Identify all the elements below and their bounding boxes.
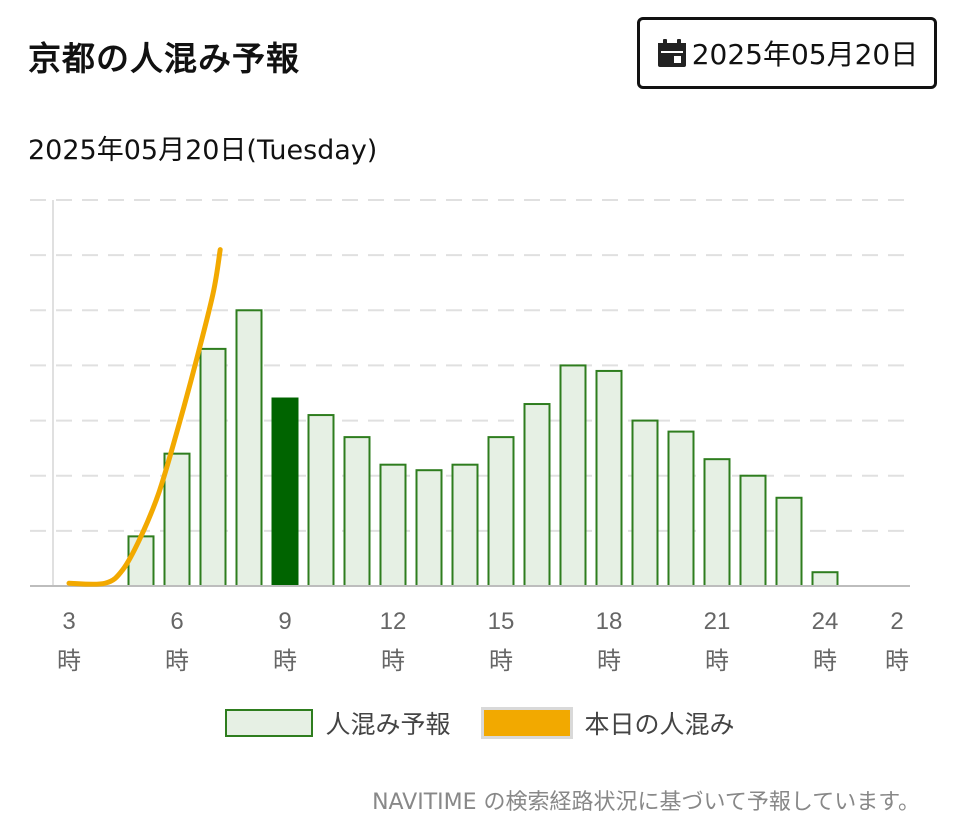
- legend-item-forecast[interactable]: 人混み予報: [225, 705, 451, 741]
- x-tick-label: 2: [890, 608, 903, 635]
- x-tick-label: 24: [812, 608, 839, 635]
- bar-forecast: [451, 463, 479, 587]
- bar-forecast: [703, 458, 731, 587]
- bar-forecast: [415, 469, 443, 588]
- bar-forecast: [739, 474, 767, 588]
- legend-swatch-today: [480, 707, 573, 739]
- page-title: 京都の人混み予報: [28, 39, 300, 78]
- x-tick-unit: 時: [705, 647, 729, 675]
- bar-forecast: [775, 496, 803, 587]
- x-tick-label: 21: [704, 608, 731, 635]
- x-tick-label: 3: [62, 608, 75, 635]
- bar-forecast: [631, 419, 659, 587]
- legend-label-today: 本日の人混み: [584, 710, 735, 739]
- bar-forecast: [307, 414, 335, 587]
- bar-current-hour: [271, 397, 299, 587]
- x-tick-unit: 時: [381, 647, 405, 675]
- bar-forecast: [199, 347, 227, 587]
- bar-forecast: [667, 430, 695, 587]
- bar-forecast: [127, 535, 155, 587]
- bar-forecast: [379, 463, 407, 587]
- bar-forecast: [559, 364, 587, 587]
- chart-date-subtitle: 2025年05月20日(Tuesday): [28, 135, 378, 166]
- x-tick-unit: 時: [273, 647, 297, 675]
- bar-forecast: [343, 436, 371, 587]
- legend-label-forecast: 人混み予報: [325, 710, 451, 739]
- x-tick-unit: 時: [597, 647, 621, 675]
- legend-item-today[interactable]: 本日の人混み: [480, 705, 735, 741]
- bar-forecast: [595, 369, 623, 587]
- x-tick-unit: 時: [813, 647, 837, 675]
- date-picker-label: 2025年05月20日: [691, 38, 919, 71]
- bar-forecast: [487, 436, 515, 587]
- bar-forecast: [523, 403, 551, 587]
- chart-legend: 人混み予報 本日の人混み: [0, 705, 960, 741]
- x-tick-label: 9: [278, 608, 291, 635]
- x-tick-label: 12: [380, 608, 407, 635]
- x-tick-unit: 時: [885, 647, 909, 675]
- bar-forecast: [811, 571, 839, 588]
- x-tick-label: 6: [170, 608, 183, 635]
- x-tick-label: 18: [596, 608, 623, 635]
- legend-swatch-forecast: [225, 709, 314, 737]
- date-picker-button[interactable]: 2025年05月20日: [637, 17, 937, 89]
- x-tick-unit: 時: [57, 647, 81, 675]
- crowd-forecast-chart: 3 時 6 時 9 時 12 時 15 時 18 時 21 時 24 時 2 時: [30, 199, 910, 675]
- x-tick-unit: 時: [489, 647, 513, 675]
- footnote: NAVITIME の検索経路状況に基づいて予報しています。: [372, 790, 920, 815]
- x-tick-label: 15: [488, 608, 515, 635]
- today-crowd-line: [66, 247, 223, 587]
- bar-forecast: [163, 452, 191, 587]
- bar-forecast: [235, 309, 263, 588]
- x-tick-unit: 時: [165, 647, 189, 675]
- calendar-icon: [657, 39, 686, 67]
